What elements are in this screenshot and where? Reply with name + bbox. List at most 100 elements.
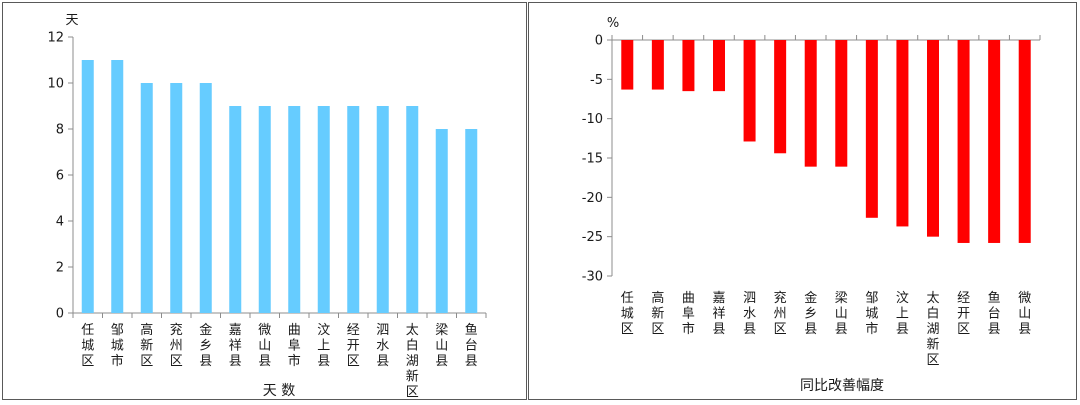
y-tick-label: -5 <box>590 73 603 88</box>
category-char: 太 <box>926 291 939 306</box>
y-tick-label: -15 <box>582 152 603 167</box>
x-category-label: 鱼台县 <box>988 290 1001 337</box>
y-axis-unit-label: % <box>607 16 619 31</box>
category-char: 县 <box>435 354 448 369</box>
category-char: 经 <box>347 323 360 338</box>
category-char: 开 <box>347 339 360 354</box>
category-char: 汶 <box>896 290 909 306</box>
category-char: 祥 <box>712 307 725 322</box>
category-char: 区 <box>621 322 634 337</box>
bar <box>317 106 330 313</box>
category-char: 鱼 <box>988 290 1001 306</box>
y-axis-unit-label: 天 <box>65 13 78 28</box>
category-char: 邹 <box>865 290 878 306</box>
category-char: 城 <box>865 307 878 322</box>
category-char: 上 <box>896 307 909 322</box>
bar <box>713 40 725 92</box>
bar <box>957 40 970 243</box>
category-char: 市 <box>682 321 695 337</box>
category-char: 城 <box>621 307 634 322</box>
category-char: 县 <box>1018 322 1031 337</box>
x-category-label: 兖州区 <box>170 323 183 369</box>
category-char: 新 <box>406 369 419 385</box>
x-category-label: 邹城市 <box>865 290 878 337</box>
category-char: 经 <box>957 291 970 306</box>
x-category-label: 任城区 <box>621 291 634 337</box>
category-char: 兖 <box>774 291 787 306</box>
category-char: 区 <box>926 353 939 368</box>
category-char: 县 <box>804 322 817 337</box>
category-char: 台 <box>988 307 1001 322</box>
x-category-label: 梁山县 <box>435 323 448 369</box>
category-char: 湖 <box>926 322 939 337</box>
category-char: 州 <box>170 339 183 354</box>
bar <box>465 129 478 313</box>
x-category-label: 汶上县 <box>896 290 909 337</box>
y-tick-label: 0 <box>56 307 64 322</box>
x-category-label: 泗水县 <box>743 291 756 337</box>
category-char: 微 <box>1018 291 1031 306</box>
category-char: 州 <box>774 307 787 322</box>
category-char: 台 <box>465 339 478 354</box>
category-char: 区 <box>140 354 153 369</box>
category-char: 县 <box>835 322 848 337</box>
category-char: 水 <box>743 307 756 322</box>
bar <box>111 60 124 313</box>
category-char: 高 <box>651 290 664 306</box>
category-char: 区 <box>81 354 94 369</box>
x-category-label: 鱼台县 <box>465 322 478 369</box>
category-char: 市 <box>111 353 124 369</box>
bar <box>170 83 183 313</box>
category-char: 县 <box>229 354 242 369</box>
category-char: 乡 <box>804 307 817 322</box>
y-tick-label: -25 <box>582 230 603 245</box>
x-category-label: 邹城市 <box>111 322 124 369</box>
improvement-bar-chart: 0-5-10-15-20-25-30任城区高新区曲阜市嘉祥县泗水县兖州区金乡县梁… <box>582 16 1041 394</box>
category-char: 阜 <box>288 338 301 354</box>
x-category-label: 微山县 <box>1018 291 1031 337</box>
x-category-label: 高新区 <box>651 290 664 337</box>
bar <box>81 60 94 313</box>
bar <box>229 106 242 313</box>
category-char: 县 <box>712 322 725 337</box>
category-char: 太 <box>406 323 419 338</box>
x-category-label: 金乡县 <box>199 322 212 369</box>
x-category-label: 梁山县 <box>835 291 848 337</box>
days-bar-chart: 024681012任城区邹城市高新区兖州区金乡县嘉祥县微山县曲阜市汶上县经开区泗… <box>47 13 487 399</box>
category-char: 新 <box>926 337 939 353</box>
category-char: 汶 <box>317 322 330 338</box>
category-char: 嘉 <box>229 323 242 338</box>
y-tick-label: -20 <box>582 191 603 206</box>
y-tick-label: 8 <box>56 123 64 138</box>
category-char: 区 <box>774 322 787 337</box>
y-tick-label: -30 <box>582 270 603 285</box>
improvement-chart-panel: 0 -5 -10 -15 -20 -25 -30 任城区 高新区 曲阜市 嘉祥县 泗水县 兖州区 金乡县梁… <box>528 2 1077 400</box>
bar <box>258 106 271 313</box>
category-char: 任 <box>621 291 634 306</box>
category-char: 白 <box>406 338 419 354</box>
category-char: 泗 <box>743 291 756 306</box>
bar <box>621 40 634 90</box>
category-char: 县 <box>376 354 389 369</box>
bar <box>406 106 419 313</box>
x-category-label: 太白湖新区 <box>926 291 939 368</box>
bar <box>682 40 695 92</box>
category-char: 曲 <box>288 323 301 338</box>
category-char: 县 <box>199 354 212 369</box>
category-char: 城 <box>81 339 94 354</box>
category-char: 任 <box>81 323 94 338</box>
category-char: 开 <box>957 307 970 322</box>
bar <box>927 40 939 237</box>
x-category-label: 经开区 <box>957 291 970 337</box>
bar <box>376 106 389 313</box>
category-char: 兖 <box>170 323 183 338</box>
bar <box>774 40 787 154</box>
category-char: 梁 <box>435 323 448 338</box>
x-axis-title: 天 数 <box>263 383 295 399</box>
y-tick-label: 0 <box>595 34 603 49</box>
bar <box>896 40 909 227</box>
category-char: 县 <box>258 354 271 369</box>
category-char: 区 <box>957 322 970 337</box>
x-category-label: 兖州区 <box>774 291 787 337</box>
category-char: 山 <box>435 339 448 354</box>
